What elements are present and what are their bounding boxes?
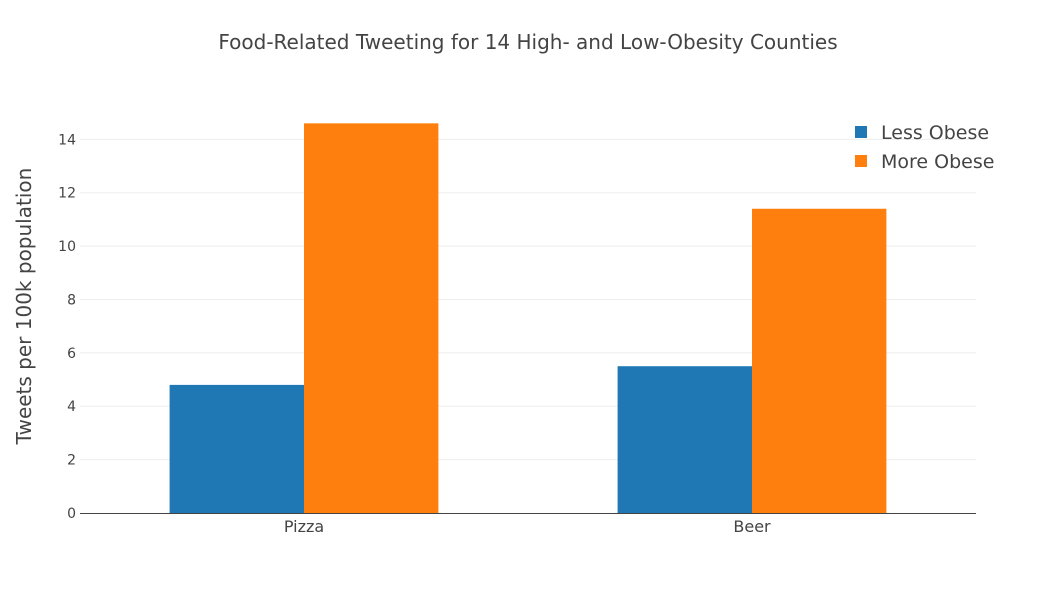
chart-title: Food-Related Tweeting for 14 High- and L… <box>218 30 837 54</box>
legend[interactable]: Less Obese More Obese <box>855 122 994 173</box>
x-axis-ticks: Pizza Beer <box>284 517 771 536</box>
bar-more-obese-beer[interactable] <box>752 208 887 513</box>
x-tick-label-pizza: Pizza <box>284 517 324 536</box>
legend-swatch <box>855 126 867 138</box>
bar-less-obese-beer[interactable] <box>617 366 752 513</box>
x-tick-label-beer: Beer <box>733 517 771 536</box>
legend-item-more-obese[interactable]: More Obese <box>855 151 994 173</box>
legend-label: Less Obese <box>881 122 989 144</box>
y-tick-label: 6 <box>67 346 76 362</box>
bars <box>169 123 887 514</box>
legend-label: More Obese <box>881 151 994 173</box>
y-axis-title: Tweets per 100k population <box>12 168 36 446</box>
y-tick-label: 12 <box>58 186 76 202</box>
y-tick-label: 4 <box>67 399 76 415</box>
y-tick-label: 2 <box>67 453 76 469</box>
bar-more-obese-pizza[interactable] <box>304 123 439 514</box>
y-axis-ticks: 0 2 4 6 8 10 12 14 <box>58 132 76 522</box>
y-tick-label: 8 <box>67 292 76 308</box>
legend-item-less-obese[interactable]: Less Obese <box>855 122 989 144</box>
bar-less-obese-pizza[interactable] <box>169 384 304 513</box>
y-tick-label: 14 <box>58 132 76 148</box>
y-tick-label: 10 <box>58 239 76 255</box>
legend-swatch <box>855 155 867 167</box>
y-tick-label: 0 <box>67 506 76 522</box>
